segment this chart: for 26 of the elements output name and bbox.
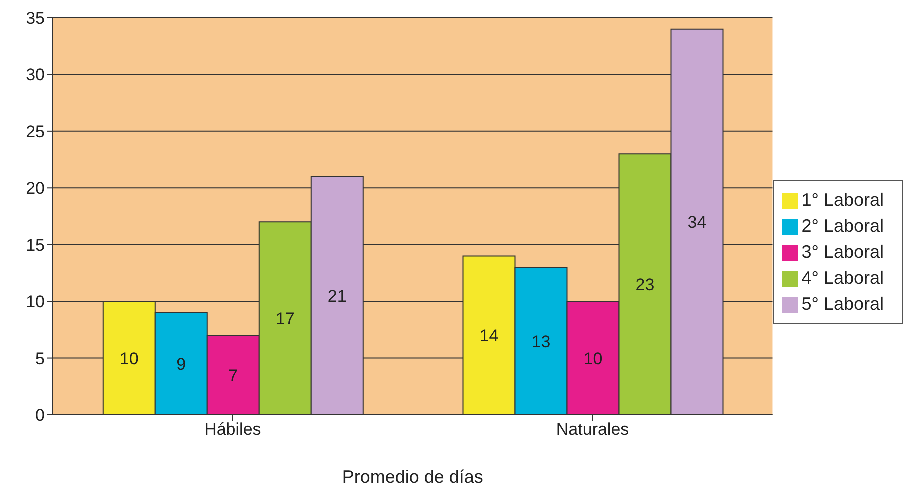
- legend-label: 4° Laboral: [802, 268, 884, 288]
- legend-label: 5° Laboral: [802, 294, 884, 314]
- data-label: 21: [328, 286, 347, 306]
- data-label: 14: [480, 326, 499, 346]
- legend-label: 3° Laboral: [802, 242, 884, 262]
- data-label: 9: [176, 354, 186, 374]
- legend-label: 2° Laboral: [802, 216, 884, 236]
- y-tick-label: 35: [26, 9, 45, 28]
- y-tick-label: 20: [26, 179, 45, 198]
- x-tick-label: Hábiles: [204, 420, 262, 440]
- data-label: 13: [532, 332, 551, 352]
- data-label: 10: [120, 349, 139, 368]
- x-tick-label: Naturales: [556, 420, 630, 440]
- data-label: 10: [584, 349, 603, 368]
- data-label: 34: [688, 213, 707, 232]
- y-tick-label: 15: [26, 236, 45, 255]
- x-axis-title: Promedio de días: [342, 467, 484, 487]
- y-tick-label: 10: [26, 292, 45, 312]
- data-label: 17: [276, 310, 295, 329]
- data-label: 7: [228, 366, 238, 386]
- y-tick-label: 0: [36, 406, 45, 426]
- y-tick-label: 25: [26, 122, 45, 142]
- legend-label: 1° Laboral: [802, 190, 884, 210]
- y-tick-label: 5: [36, 349, 45, 368]
- data-label: 23: [636, 276, 655, 295]
- y-tick-label: 30: [26, 66, 45, 85]
